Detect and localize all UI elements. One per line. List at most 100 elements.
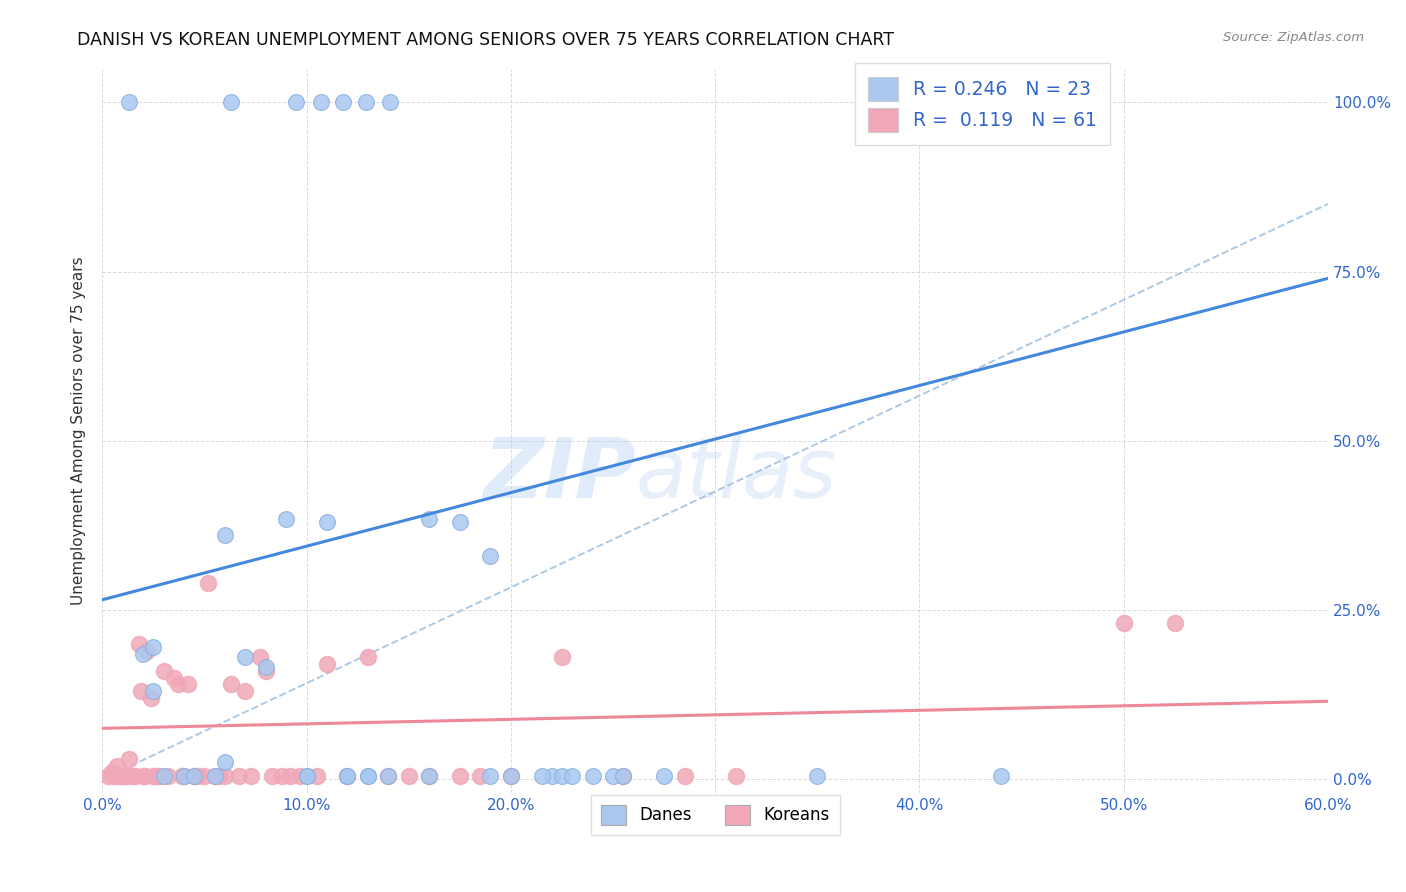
Point bbox=[1112, 616, 1135, 631]
Point bbox=[187, 769, 209, 783]
Point bbox=[449, 769, 471, 783]
Point bbox=[806, 769, 828, 783]
Point bbox=[136, 643, 159, 657]
Point bbox=[124, 769, 146, 783]
Point bbox=[107, 769, 129, 783]
Point bbox=[271, 769, 294, 783]
Point bbox=[418, 769, 440, 783]
Point bbox=[499, 769, 522, 783]
Point bbox=[278, 769, 301, 783]
Point bbox=[260, 769, 283, 783]
Point bbox=[183, 769, 205, 783]
Point bbox=[990, 769, 1012, 783]
Point bbox=[177, 677, 200, 691]
Point bbox=[449, 515, 471, 529]
Legend: Danes, Koreans: Danes, Koreans bbox=[591, 795, 839, 835]
Point bbox=[214, 755, 236, 769]
Point bbox=[132, 769, 155, 783]
Point bbox=[204, 769, 226, 783]
Point bbox=[142, 640, 165, 655]
Point bbox=[290, 769, 312, 783]
Point bbox=[152, 664, 174, 678]
Point bbox=[254, 660, 277, 674]
Point bbox=[724, 769, 747, 783]
Point bbox=[214, 528, 236, 542]
Point bbox=[163, 671, 186, 685]
Point bbox=[233, 684, 256, 698]
Y-axis label: Unemployment Among Seniors over 75 years: Unemployment Among Seniors over 75 years bbox=[72, 256, 86, 605]
Point bbox=[114, 769, 136, 783]
Point bbox=[183, 769, 205, 783]
Point bbox=[105, 758, 128, 772]
Point bbox=[377, 769, 399, 783]
Point bbox=[418, 511, 440, 525]
Point bbox=[418, 769, 440, 783]
Point bbox=[132, 647, 155, 661]
Point bbox=[652, 769, 675, 783]
Point bbox=[156, 769, 179, 783]
Point bbox=[380, 95, 402, 110]
Point bbox=[551, 769, 574, 783]
Point bbox=[316, 657, 339, 671]
Point bbox=[129, 684, 152, 698]
Point bbox=[479, 769, 502, 783]
Point bbox=[530, 769, 553, 783]
Point bbox=[111, 769, 134, 783]
Point bbox=[316, 515, 339, 529]
Point bbox=[336, 769, 359, 783]
Point bbox=[208, 769, 231, 783]
Point bbox=[141, 690, 163, 705]
Point bbox=[240, 769, 263, 783]
Point bbox=[219, 677, 242, 691]
Point bbox=[166, 677, 188, 691]
Point bbox=[274, 511, 297, 525]
Point bbox=[101, 765, 124, 780]
Point bbox=[398, 769, 420, 783]
Point bbox=[152, 769, 174, 783]
Text: DANISH VS KOREAN UNEMPLOYMENT AMONG SENIORS OVER 75 YEARS CORRELATION CHART: DANISH VS KOREAN UNEMPLOYMENT AMONG SENI… bbox=[77, 31, 894, 49]
Point bbox=[219, 95, 242, 110]
Point bbox=[121, 769, 143, 783]
Point bbox=[249, 650, 271, 665]
Point bbox=[470, 769, 492, 783]
Point bbox=[540, 769, 562, 783]
Point bbox=[673, 769, 696, 783]
Point bbox=[612, 769, 634, 783]
Point bbox=[479, 549, 502, 563]
Point bbox=[128, 637, 150, 651]
Point bbox=[148, 769, 170, 783]
Point bbox=[305, 769, 328, 783]
Point bbox=[170, 769, 193, 783]
Point bbox=[377, 769, 399, 783]
Point bbox=[1164, 616, 1187, 631]
Point bbox=[551, 650, 574, 665]
Point bbox=[285, 95, 308, 110]
Point bbox=[357, 769, 380, 783]
Point bbox=[602, 769, 624, 783]
Point bbox=[204, 769, 226, 783]
Point bbox=[561, 769, 583, 783]
Point bbox=[354, 95, 377, 110]
Point bbox=[193, 769, 215, 783]
Point bbox=[142, 769, 165, 783]
Point bbox=[336, 769, 359, 783]
Point bbox=[197, 575, 219, 590]
Point bbox=[118, 95, 141, 110]
Point bbox=[357, 769, 380, 783]
Point bbox=[97, 769, 120, 783]
Point bbox=[118, 752, 141, 766]
Point bbox=[295, 769, 318, 783]
Point bbox=[499, 769, 522, 783]
Point bbox=[173, 769, 195, 783]
Point bbox=[233, 650, 256, 665]
Point bbox=[142, 684, 165, 698]
Point bbox=[357, 650, 380, 665]
Text: ZIP: ZIP bbox=[482, 434, 636, 515]
Text: atlas: atlas bbox=[636, 434, 837, 515]
Point bbox=[228, 769, 250, 783]
Point bbox=[214, 769, 236, 783]
Point bbox=[173, 769, 195, 783]
Point bbox=[295, 769, 318, 783]
Point bbox=[134, 769, 156, 783]
Point bbox=[115, 769, 138, 783]
